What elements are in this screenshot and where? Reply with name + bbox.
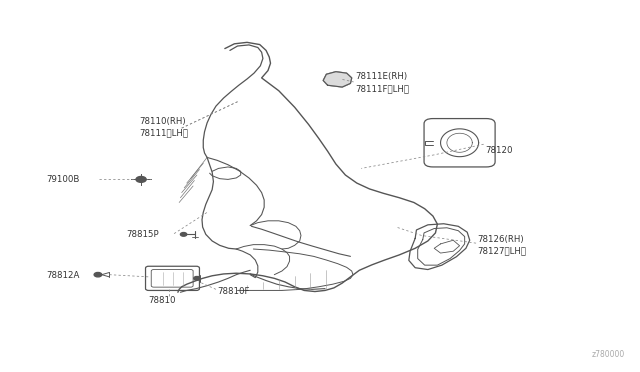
Circle shape <box>194 276 200 280</box>
Text: 78815P: 78815P <box>127 230 159 239</box>
Text: 78812A: 78812A <box>46 271 79 280</box>
Text: 78810: 78810 <box>148 296 176 305</box>
Circle shape <box>136 176 146 182</box>
Text: 78810F: 78810F <box>217 287 250 296</box>
Text: z780000: z780000 <box>591 350 625 359</box>
Circle shape <box>94 272 102 277</box>
Text: 78111E(RH)
78111F〈LH〉: 78111E(RH) 78111F〈LH〉 <box>355 73 409 93</box>
Polygon shape <box>323 72 352 87</box>
Text: 78110(RH)
78111〈LH〉: 78110(RH) 78111〈LH〉 <box>139 117 188 138</box>
Text: 79100B: 79100B <box>46 175 79 184</box>
Circle shape <box>180 232 187 236</box>
Text: 78120: 78120 <box>485 145 513 155</box>
Text: 78126(RH)
78127〈LH〉: 78126(RH) 78127〈LH〉 <box>477 235 526 256</box>
